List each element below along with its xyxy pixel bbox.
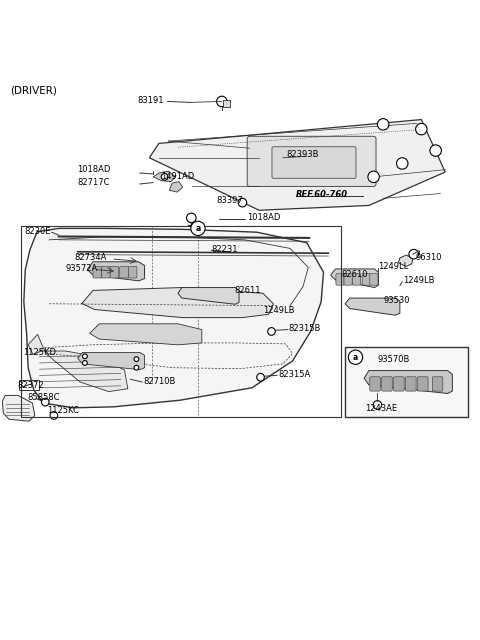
- FancyBboxPatch shape: [406, 377, 416, 391]
- FancyBboxPatch shape: [223, 100, 229, 107]
- Polygon shape: [24, 228, 324, 408]
- FancyBboxPatch shape: [370, 274, 378, 285]
- Text: 82710B: 82710B: [144, 376, 176, 385]
- Circle shape: [416, 124, 427, 135]
- Polygon shape: [149, 120, 445, 210]
- Circle shape: [377, 118, 389, 130]
- Circle shape: [268, 328, 276, 335]
- Circle shape: [161, 173, 168, 180]
- Polygon shape: [87, 262, 144, 281]
- Polygon shape: [153, 171, 176, 182]
- FancyBboxPatch shape: [102, 266, 110, 278]
- Text: 1018AD: 1018AD: [247, 213, 280, 222]
- Text: 1249LL: 1249LL: [378, 262, 408, 271]
- FancyBboxPatch shape: [362, 274, 370, 285]
- Polygon shape: [28, 334, 128, 392]
- Text: 83191: 83191: [137, 96, 164, 105]
- Text: 82717C: 82717C: [78, 178, 110, 187]
- FancyBboxPatch shape: [247, 136, 376, 186]
- Circle shape: [368, 171, 379, 182]
- Polygon shape: [398, 255, 413, 266]
- Text: REF.60-760: REF.60-760: [296, 189, 348, 198]
- Text: 8230E: 8230E: [24, 227, 51, 236]
- FancyBboxPatch shape: [345, 347, 468, 417]
- Circle shape: [134, 365, 139, 370]
- Circle shape: [50, 412, 58, 419]
- Text: 93572A: 93572A: [66, 264, 98, 273]
- Text: 96310: 96310: [416, 253, 442, 262]
- Text: 82372: 82372: [18, 381, 44, 390]
- FancyBboxPatch shape: [93, 266, 102, 278]
- Circle shape: [409, 250, 419, 259]
- FancyBboxPatch shape: [344, 274, 352, 285]
- Circle shape: [348, 350, 363, 364]
- Circle shape: [396, 157, 408, 169]
- Text: a: a: [195, 224, 201, 233]
- Text: 1125KC: 1125KC: [47, 406, 79, 415]
- Circle shape: [83, 360, 87, 365]
- Text: 1249LB: 1249LB: [263, 306, 294, 315]
- FancyBboxPatch shape: [128, 266, 137, 278]
- FancyBboxPatch shape: [353, 274, 361, 285]
- Polygon shape: [82, 287, 274, 317]
- Circle shape: [238, 198, 247, 207]
- Polygon shape: [178, 287, 239, 304]
- Text: 1018AD: 1018AD: [77, 165, 110, 174]
- Text: 1243AE: 1243AE: [365, 404, 397, 413]
- Text: 82610: 82610: [341, 270, 368, 279]
- FancyBboxPatch shape: [394, 377, 404, 391]
- Text: 93570B: 93570B: [377, 355, 410, 364]
- Text: 82315B: 82315B: [288, 324, 321, 333]
- Circle shape: [187, 213, 196, 223]
- FancyBboxPatch shape: [418, 377, 428, 391]
- Circle shape: [257, 374, 264, 381]
- Text: 83397: 83397: [216, 196, 243, 205]
- Text: 85858C: 85858C: [28, 393, 60, 402]
- FancyBboxPatch shape: [110, 266, 119, 278]
- FancyBboxPatch shape: [382, 377, 392, 391]
- Circle shape: [134, 356, 139, 362]
- Text: 1249LB: 1249LB: [403, 276, 435, 285]
- Text: 82315A: 82315A: [278, 370, 311, 379]
- FancyBboxPatch shape: [120, 266, 128, 278]
- Text: 82611: 82611: [234, 286, 261, 295]
- Text: 82393B: 82393B: [287, 150, 319, 159]
- Polygon shape: [90, 324, 202, 345]
- Text: 1125KD: 1125KD: [23, 348, 56, 357]
- FancyBboxPatch shape: [336, 274, 344, 285]
- Circle shape: [373, 401, 382, 409]
- Text: a: a: [353, 353, 358, 362]
- Circle shape: [216, 96, 227, 107]
- Text: 82231: 82231: [211, 245, 238, 254]
- Circle shape: [191, 221, 205, 236]
- Polygon shape: [78, 353, 144, 370]
- Circle shape: [430, 145, 442, 156]
- Text: 93530: 93530: [383, 296, 409, 305]
- Text: 82734A: 82734A: [74, 253, 106, 262]
- Polygon shape: [2, 396, 35, 421]
- Polygon shape: [169, 182, 183, 192]
- FancyBboxPatch shape: [432, 377, 443, 391]
- Circle shape: [83, 354, 87, 358]
- Text: (DRIVER): (DRIVER): [10, 85, 57, 95]
- Polygon shape: [331, 269, 378, 287]
- Text: 1491AD: 1491AD: [161, 172, 194, 181]
- Polygon shape: [345, 298, 400, 316]
- Circle shape: [41, 398, 49, 406]
- FancyBboxPatch shape: [370, 377, 380, 391]
- Polygon shape: [364, 371, 452, 394]
- FancyBboxPatch shape: [272, 147, 356, 179]
